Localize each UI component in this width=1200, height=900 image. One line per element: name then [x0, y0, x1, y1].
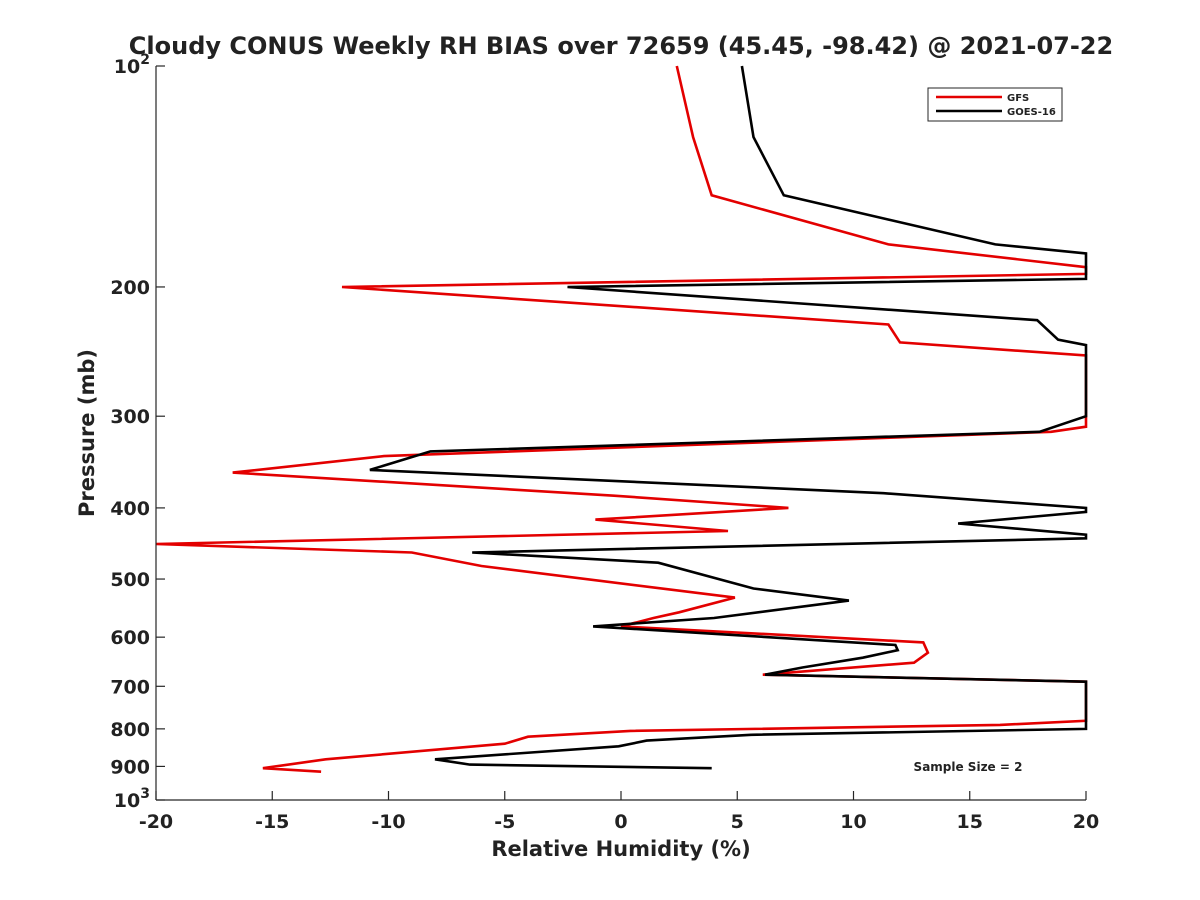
y-tick-label: 900: [110, 756, 150, 778]
y-axis-label: Pressure (mb): [75, 349, 99, 517]
y-tick-label: 800: [110, 719, 150, 741]
legend-label-gfs: GFS: [1007, 93, 1029, 104]
x-ticks: -20 -15 -10 -5 0 5 10 15 20: [139, 791, 1099, 833]
y-tick-label: 103: [114, 786, 150, 812]
axes-frame: [155, 66, 1086, 801]
x-tick-label: 5: [731, 811, 744, 833]
y-tick-label: 300: [110, 406, 150, 428]
x-tick-label: 20: [1073, 811, 1099, 833]
series-layer: [155, 65, 1088, 773]
x-tick-label: 10: [840, 811, 866, 833]
y-tick-label: 700: [110, 676, 150, 698]
legend: GFS GOES-16: [927, 87, 1063, 122]
plot-area: [156, 66, 1086, 800]
x-tick-label: -5: [494, 811, 515, 833]
y-tick-label: 200: [110, 277, 150, 299]
y-tick-label: 600: [110, 627, 150, 649]
series-line-goes16: [369, 65, 1088, 770]
x-tick-label: -20: [139, 811, 173, 833]
legend-box: [927, 87, 1063, 122]
y-tick-label: 102: [114, 52, 150, 78]
x-tick-label: 0: [614, 811, 627, 833]
y-tick-label: 500: [110, 569, 150, 591]
sample-size-annotation: Sample Size = 2: [914, 760, 1023, 774]
x-tick-label: 15: [957, 811, 983, 833]
series-line-gfs: [155, 65, 1088, 773]
x-tick-label: -10: [371, 811, 405, 833]
x-axis-label: Relative Humidity (%): [491, 837, 750, 861]
legend-label-goes16: GOES-16: [1007, 107, 1056, 118]
chart-title: Cloudy CONUS Weekly RH BIAS over 72659 (…: [129, 32, 1113, 60]
y-tick-label: 400: [110, 498, 150, 520]
x-tick-label: -15: [255, 811, 289, 833]
y-ticks: 102 200 300 400 500 600 700 800 900 103: [110, 52, 165, 812]
